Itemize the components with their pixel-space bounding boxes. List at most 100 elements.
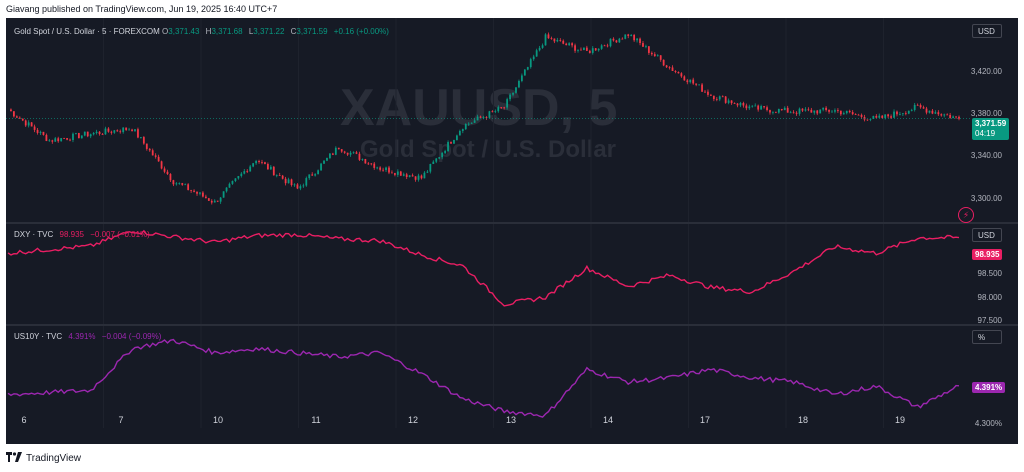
gold-candle [89, 134, 92, 137]
gold-ohlc-close: C3,371.59 [290, 27, 328, 36]
dxy-legend[interactable]: DXY · TVC 98.935 −0.007 (−0.01%) [14, 230, 150, 239]
gold-candle [423, 172, 426, 179]
gold-candle [662, 59, 665, 66]
dxy-last-value-tag: 98.935 [972, 249, 1003, 260]
gold-candle [399, 171, 402, 176]
gold-candle [698, 84, 700, 86]
us10y-unit-button[interactable]: % [972, 330, 1002, 344]
gold-axis-label: 3,420.00 [970, 67, 1002, 76]
gold-candle [529, 59, 532, 68]
gold-candle [196, 191, 198, 194]
gold-candle [42, 131, 45, 135]
gold-candle [730, 100, 733, 104]
gold-candle [382, 169, 384, 171]
gold-candle [98, 131, 101, 134]
pane-separator-1[interactable] [6, 222, 1018, 224]
gold-last-price-tag: 3,371.59 04:19 [972, 118, 1010, 140]
dxy-value: 98.935 [59, 230, 84, 239]
gold-candle [373, 163, 376, 168]
gold-candle [131, 129, 133, 131]
gold-candle [119, 131, 122, 133]
gold-candle [470, 122, 473, 124]
gold-candle [798, 108, 801, 114]
gold-candle [940, 114, 943, 116]
gold-axis-label: 3,380.00 [970, 109, 1002, 118]
gold-candle [104, 128, 107, 135]
gold-candle [754, 105, 757, 107]
gold-candle [444, 151, 447, 153]
gold-candle [24, 120, 27, 126]
gold-candle [760, 106, 763, 110]
x-axis-label: 11 [311, 415, 321, 425]
gold-candle [718, 96, 721, 100]
x-axis-label: 10 [212, 415, 224, 425]
gold-candle [680, 73, 683, 77]
gold-candle [934, 112, 937, 114]
gold-candle [677, 71, 680, 74]
gold-candle [281, 175, 284, 179]
gold-candle [515, 87, 517, 93]
us10y-legend[interactable]: US10Y · TVC 4.391% −0.004 (−0.09%) [14, 332, 161, 341]
chart-frame[interactable] [6, 18, 1018, 444]
gold-candle [931, 110, 934, 114]
gold-currency-button[interactable]: USD [972, 24, 1002, 38]
gold-candle [500, 107, 503, 109]
dxy-axis-label: 98.000 [977, 293, 1002, 302]
gold-candle [786, 107, 789, 113]
gold-candle [789, 112, 792, 114]
gold-candle [816, 110, 819, 114]
gold-candle [154, 155, 157, 157]
gold-candle [650, 52, 653, 55]
gold-candle [739, 102, 742, 106]
gold-candle [458, 131, 461, 136]
gold-candle [745, 105, 748, 109]
chart-plot[interactable] [6, 18, 1018, 444]
gold-candle [751, 105, 754, 107]
gold-ohlc-low: L3,371.22 [248, 27, 285, 36]
gold-candle [72, 133, 74, 141]
dxy-change: −0.007 (−0.01%) [90, 230, 150, 239]
gold-candle [388, 167, 390, 173]
us10y-last-value-tag: 4.391% [972, 382, 1006, 393]
gold-candle [683, 76, 686, 81]
gold-candle [577, 49, 579, 51]
gold-candle [828, 110, 830, 112]
gold-candle [63, 138, 66, 139]
gold-candle [606, 45, 609, 47]
gold-candle [45, 134, 48, 141]
gold-candle [432, 161, 435, 165]
gold-candle [278, 175, 281, 176]
lightning-icon[interactable]: ⚡ [958, 207, 974, 223]
gold-candle [777, 108, 780, 113]
gold-candle [393, 173, 396, 175]
gold-candle [246, 171, 249, 172]
gold-candle [949, 114, 952, 119]
gold-candle [207, 198, 210, 201]
dxy-line [7, 229, 960, 307]
gold-candle [122, 127, 125, 133]
publisher-text: Giavang published on TradingView.com, Ju… [6, 4, 278, 14]
gold-candle [860, 114, 863, 117]
dxy-axis-label: 98.500 [977, 269, 1002, 278]
gold-candle [482, 117, 485, 118]
gold-candle [320, 163, 322, 171]
gold-candle [420, 175, 423, 179]
gold-candle [618, 38, 621, 43]
gold-candle [763, 106, 765, 108]
gold-candle [952, 116, 954, 119]
gold-candle [910, 109, 913, 111]
dxy-currency-button[interactable]: USD [972, 228, 1002, 242]
gold-candle [633, 35, 636, 41]
pane-separator-2[interactable] [6, 324, 1018, 326]
gold-candle [520, 75, 523, 81]
gold-candle [252, 163, 255, 167]
us10y-axis-label: 4.300% [974, 419, 1002, 428]
gold-candle [110, 131, 113, 133]
gold-candle [290, 179, 293, 186]
gold-candle [331, 153, 334, 155]
gold-candle [704, 91, 706, 93]
gold-candle [329, 153, 331, 158]
gold-legend[interactable]: Gold Spot / U.S. Dollar · 5 · FOREXCOM O… [14, 27, 393, 36]
gold-candle [396, 171, 399, 175]
gold-candle [364, 159, 367, 164]
